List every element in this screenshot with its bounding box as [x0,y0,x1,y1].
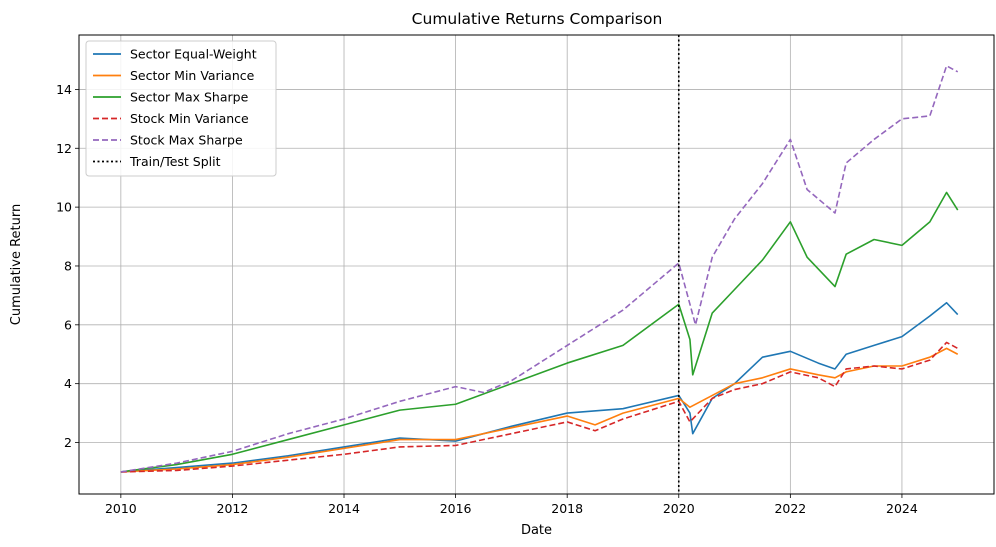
series-line-4 [120,341,959,473]
y-tick-label: 4 [64,376,72,391]
legend: Sector Equal-Weight Sector Min Variance Se… [85,40,277,177]
plot-area-frame [78,34,995,495]
y-axis-label: Cumulative Return [9,204,24,325]
x-tick-label: 2022 [774,501,806,516]
y-tick-label: 12 [56,141,72,156]
y-tick-label: 6 [64,317,72,332]
legend-box [85,40,277,177]
legend-label: Sector Min Variance [130,68,255,83]
legend-label: Sector Max Sharpe [130,90,249,105]
y-tick-label: 8 [64,258,72,273]
x-tick-label: 2018 [551,501,583,516]
x-tick-label: 2012 [217,501,249,516]
x-tick-label: 2016 [440,501,472,516]
y-tick-label: 10 [56,200,72,215]
series-lines [120,35,959,494]
legend-label: Sector Equal-Weight [130,47,257,62]
axis-ticks: 2010 2012 2014 2016 2018 2020 2022 2024 2 4 6 8 10 12… [56,82,918,516]
x-tick-label: 2014 [328,501,360,516]
x-tick-label: 2024 [886,501,918,516]
series-line-1 [120,301,959,473]
x-tick-label: 2010 [105,501,137,516]
y-tick-label: 2 [64,435,72,450]
series-line-5 [120,65,959,473]
legend-label: Train/Test Split [129,154,221,169]
series-line-2 [120,347,959,473]
chart-title: Cumulative Returns Comparison [412,10,663,28]
legend-label: Stock Max Sharpe [130,133,243,148]
x-tick-label: 2020 [663,501,695,516]
x-axis-label: Date [521,523,552,538]
series-line-3 [120,191,959,473]
y-tick-label: 14 [56,82,72,97]
legend-label: Stock Min Variance [130,111,249,126]
